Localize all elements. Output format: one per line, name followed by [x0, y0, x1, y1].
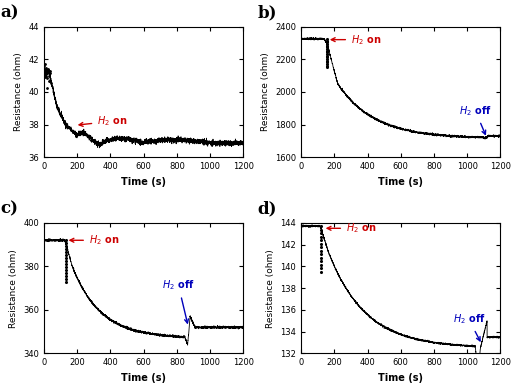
Point	[44, 70, 53, 76]
Text: $H_2$ on: $H_2$ on	[327, 221, 376, 235]
Y-axis label: Resistance (ohm): Resistance (ohm)	[9, 249, 18, 327]
Point	[43, 75, 52, 81]
Point	[323, 48, 331, 54]
Point	[323, 49, 331, 55]
Point	[323, 39, 331, 45]
Point	[61, 276, 70, 282]
Point	[46, 80, 55, 86]
Point	[317, 255, 325, 261]
Point	[317, 244, 325, 250]
Point	[61, 240, 70, 246]
Point	[61, 261, 70, 267]
Point	[44, 66, 53, 72]
Y-axis label: Resistance (ohm): Resistance (ohm)	[14, 53, 23, 131]
Point	[61, 267, 70, 273]
Point	[317, 269, 325, 275]
Point	[61, 272, 70, 279]
X-axis label: Time (s): Time (s)	[121, 373, 166, 383]
Point	[317, 241, 325, 247]
Text: $H_2$ on: $H_2$ on	[331, 33, 381, 46]
Point	[45, 73, 54, 79]
Point	[44, 67, 52, 73]
Point	[323, 44, 331, 50]
Text: a): a)	[1, 4, 19, 21]
Point	[323, 46, 331, 52]
Point	[317, 258, 325, 264]
Point	[41, 61, 49, 67]
Text: c): c)	[1, 200, 18, 217]
Point	[317, 262, 325, 268]
Point	[317, 234, 325, 240]
Point	[323, 58, 331, 64]
X-axis label: Time (s): Time (s)	[378, 373, 423, 383]
Point	[323, 51, 331, 57]
Point	[323, 43, 331, 49]
Point	[323, 59, 331, 65]
Point	[323, 61, 331, 67]
Point	[61, 255, 70, 261]
Point	[45, 68, 54, 74]
Point	[41, 67, 49, 74]
Y-axis label: Resistance (ohm): Resistance (ohm)	[266, 249, 275, 327]
Point	[61, 270, 70, 276]
Point	[46, 70, 55, 76]
Point	[317, 265, 325, 271]
Y-axis label: Resistance (ohm): Resistance (ohm)	[261, 53, 270, 131]
Point	[323, 54, 331, 60]
Point	[317, 237, 325, 243]
Point	[42, 73, 50, 79]
Point	[61, 252, 70, 258]
Point	[317, 230, 325, 236]
Point	[45, 78, 53, 84]
Point	[61, 264, 70, 270]
Point	[323, 41, 331, 47]
Point	[323, 36, 331, 42]
Text: $H_2$ on: $H_2$ on	[70, 233, 119, 247]
Text: $H_2$ off: $H_2$ off	[162, 279, 195, 323]
Point	[317, 223, 325, 229]
Point	[317, 251, 325, 257]
Point	[323, 64, 331, 70]
Point	[61, 258, 70, 264]
Point	[317, 248, 325, 254]
Text: $H_2$ on: $H_2$ on	[79, 114, 128, 128]
X-axis label: Time (s): Time (s)	[378, 176, 423, 187]
Point	[46, 68, 54, 74]
Point	[61, 243, 70, 249]
Text: $H_2$ off: $H_2$ off	[453, 312, 485, 341]
Text: d): d)	[258, 200, 277, 217]
Point	[43, 84, 51, 91]
Point	[323, 53, 331, 59]
Point	[61, 237, 70, 243]
Point	[61, 279, 70, 285]
Point	[46, 78, 54, 84]
Point	[323, 63, 331, 69]
Point	[42, 67, 50, 74]
Text: $H_2$ off: $H_2$ off	[459, 104, 492, 134]
Point	[61, 249, 70, 255]
Text: b): b)	[258, 4, 277, 21]
Point	[323, 38, 331, 44]
Point	[61, 246, 70, 252]
Point	[43, 68, 51, 74]
Point	[42, 65, 50, 71]
X-axis label: Time (s): Time (s)	[121, 176, 166, 187]
Point	[41, 74, 49, 80]
Point	[317, 226, 325, 233]
Point	[44, 67, 52, 73]
Point	[323, 56, 331, 62]
